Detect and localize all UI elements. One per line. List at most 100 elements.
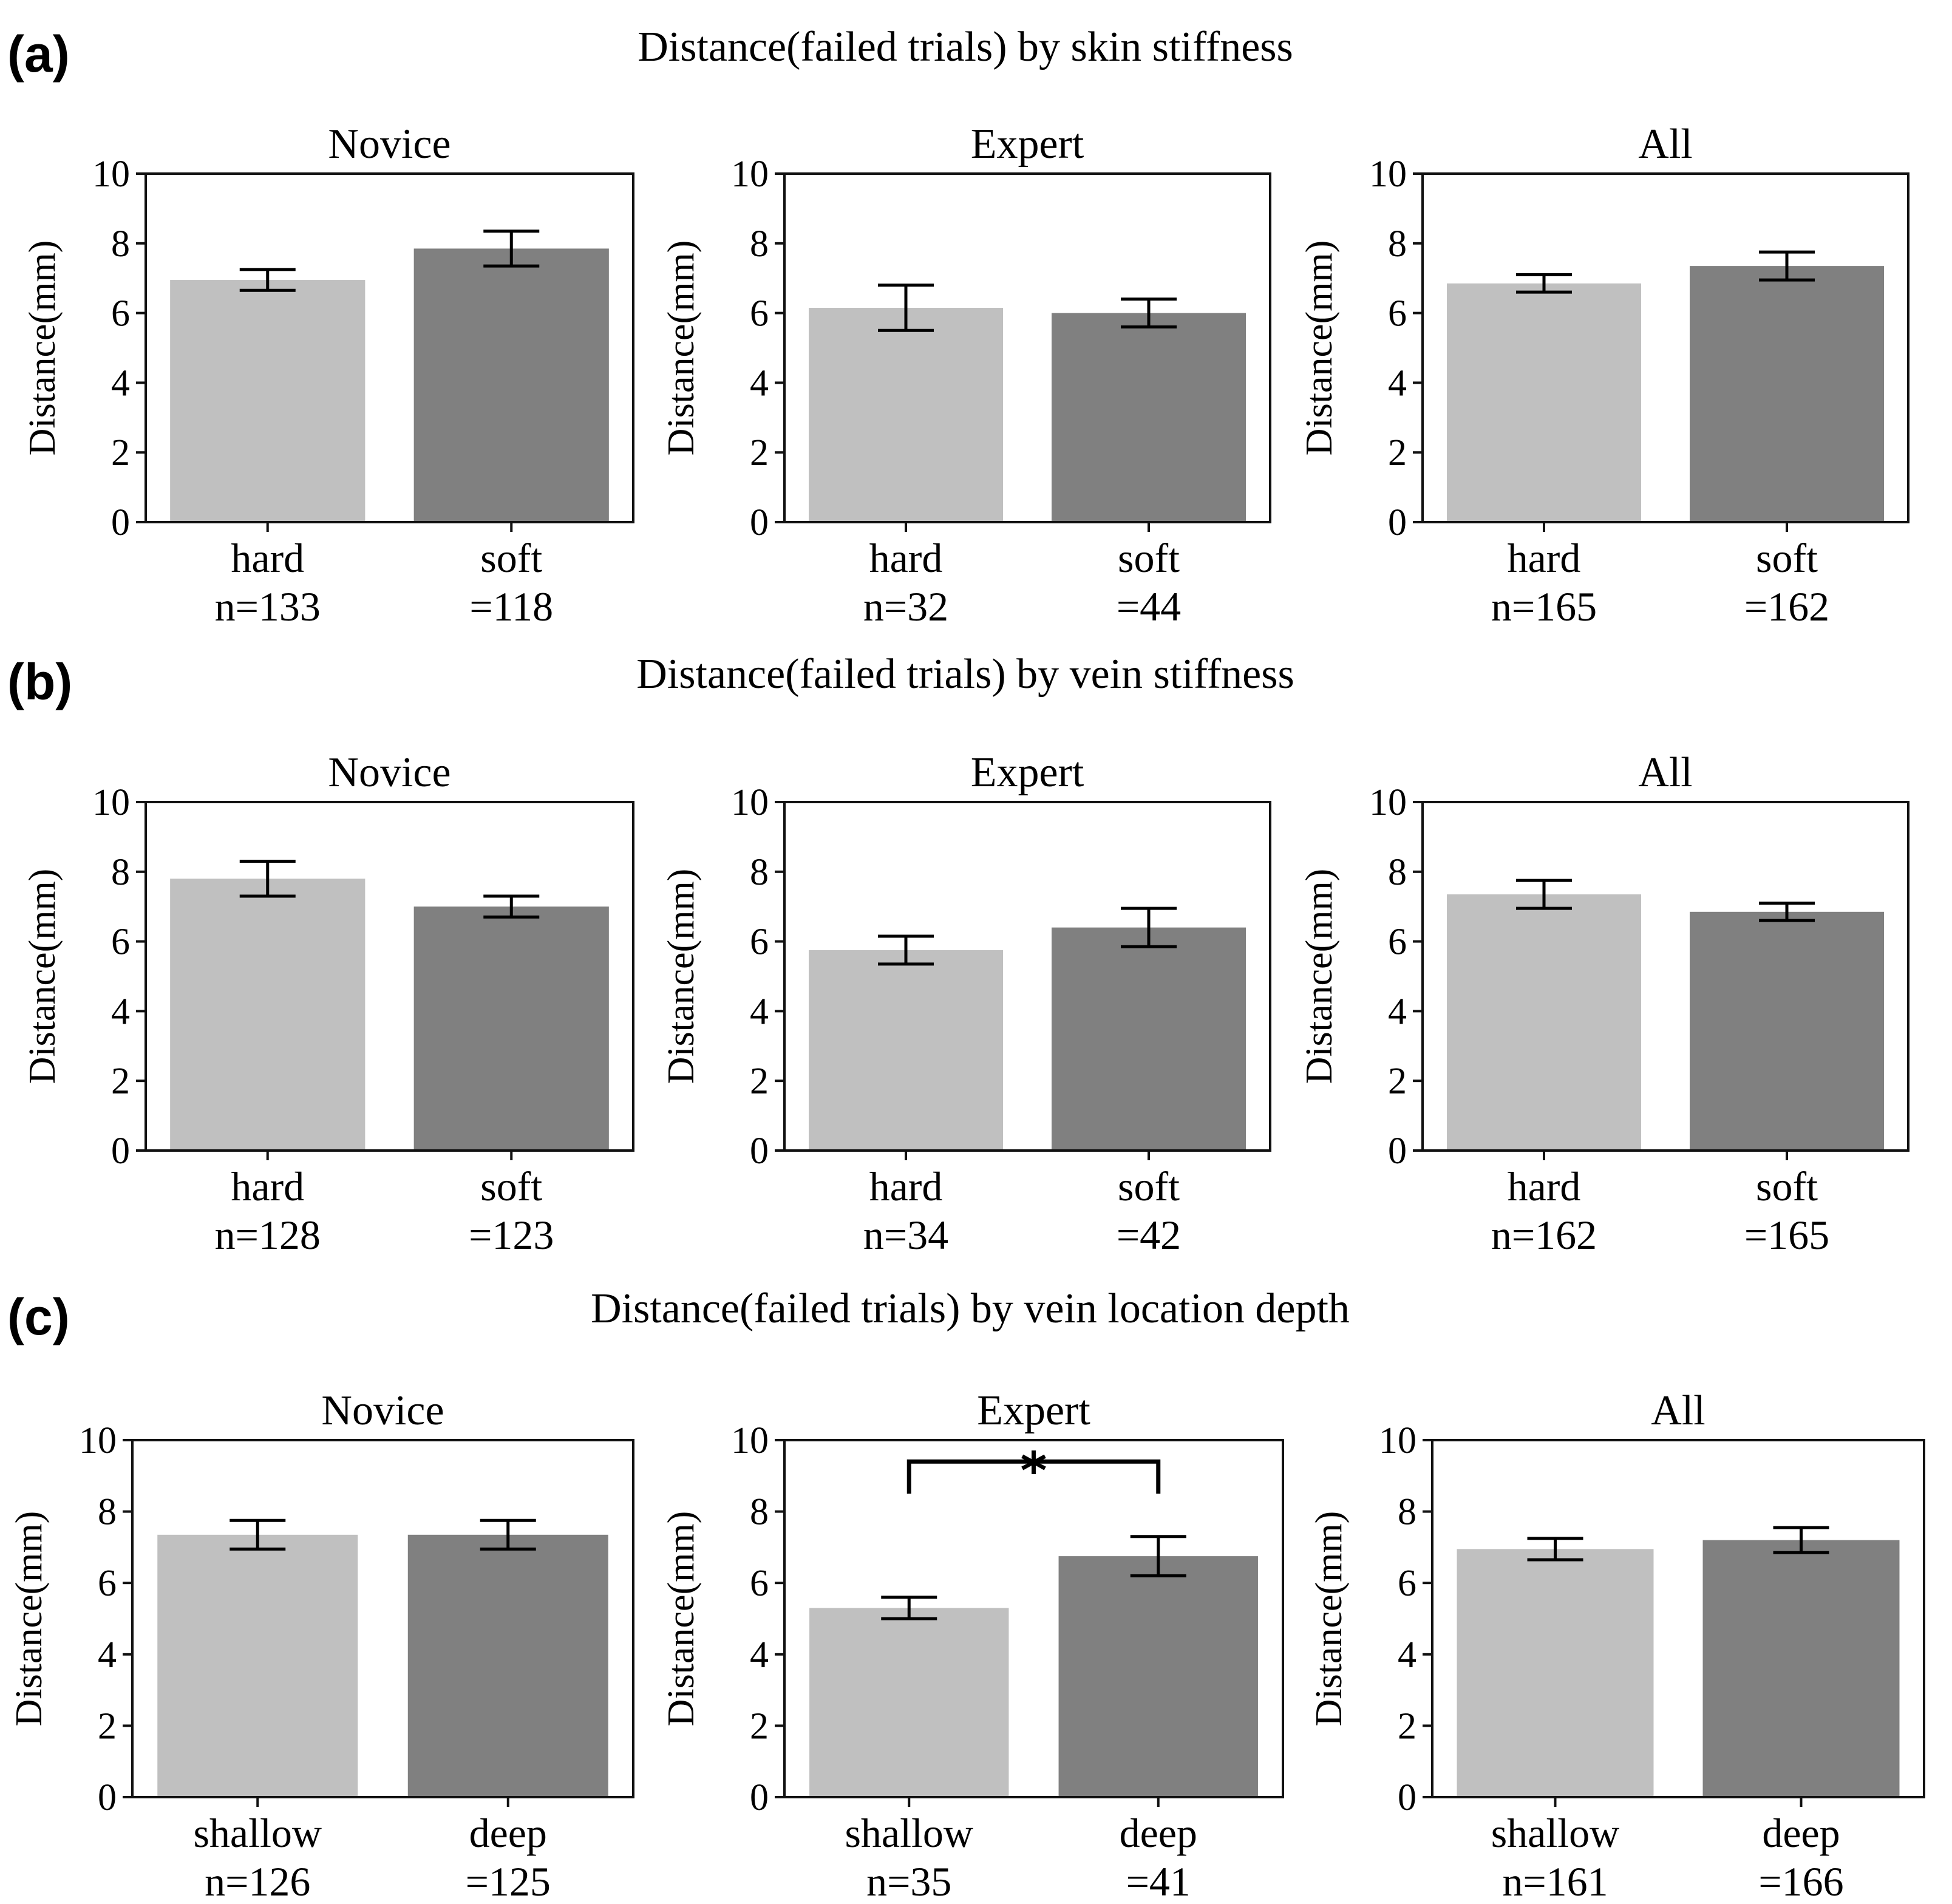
charts-layer: Novicehardn=133soft=1180246810Distance(m…: [9, 121, 1925, 1904]
y-tick-label-b-novice-2: 2: [111, 1061, 130, 1102]
row-b: (b) Distance(failed trials) by vein stif…: [7, 651, 1294, 710]
y-tick-label-b-novice-8: 8: [111, 852, 130, 893]
n-label-c-expert-deep: =41: [1126, 1858, 1191, 1904]
y-tick-label-c-novice-10: 10: [79, 1420, 117, 1461]
y-tick-label-b-expert-4: 4: [750, 991, 769, 1032]
n-label-c-all-shallow: n=161: [1502, 1858, 1608, 1904]
category-label-b-novice-soft: soft: [480, 1163, 542, 1209]
y-tick-label-b-all-8: 8: [1388, 852, 1407, 893]
category-label-c-all-deep: deep: [1762, 1810, 1840, 1856]
y-tick-label-a-all-2: 2: [1388, 432, 1407, 474]
y-tick-label-a-expert-6: 6: [750, 293, 769, 335]
y-tick-label-a-novice-6: 6: [111, 293, 130, 335]
panel-label-a: (a): [7, 25, 70, 83]
y-tick-label-b-all-6: 6: [1388, 922, 1407, 963]
category-label-b-all-hard: hard: [1508, 1163, 1581, 1209]
y-axis-label-c-novice: Distance(mm): [9, 1511, 50, 1727]
y-tick-label-c-expert-10: 10: [731, 1420, 769, 1461]
category-label-a-expert-hard: hard: [869, 535, 943, 581]
y-tick-label-a-all-4: 4: [1388, 362, 1407, 404]
y-tick-label-c-expert-0: 0: [750, 1777, 769, 1818]
significance-star-c-expert: *: [1021, 1441, 1047, 1500]
n-label-c-expert-shallow: n=35: [866, 1858, 951, 1904]
chart-title-b-novice: Novice: [328, 749, 451, 796]
y-tick-label-b-all-10: 10: [1369, 782, 1407, 823]
chart-title-a-all: All: [1638, 121, 1692, 168]
plot-frame-c-novice: [131, 1439, 634, 1798]
y-tick-label-c-all-0: 0: [1398, 1777, 1416, 1818]
y-tick-label-a-novice-0: 0: [111, 502, 130, 543]
y-tick-label-a-expert-8: 8: [750, 223, 769, 265]
y-tick-label-b-expert-2: 2: [750, 1061, 769, 1102]
category-label-c-expert-shallow: shallow: [845, 1810, 973, 1856]
category-label-a-all-soft: soft: [1756, 535, 1818, 581]
y-tick-label-c-all-8: 8: [1398, 1492, 1416, 1533]
category-label-c-all-shallow: shallow: [1491, 1810, 1620, 1856]
y-axis-label-a-expert: Distance(mm): [661, 240, 702, 456]
y-tick-label-b-novice-0: 0: [111, 1130, 130, 1172]
bar-a-expert-soft: [1052, 313, 1246, 522]
plot-frame-a-novice: [145, 172, 634, 523]
n-label-b-novice-hard: n=128: [215, 1212, 321, 1258]
bar-c-expert-deep: [1058, 1556, 1258, 1797]
bar-b-all-soft: [1690, 911, 1884, 1151]
y-tick-label-b-expert-6: 6: [750, 922, 769, 963]
y-tick-label-a-all-0: 0: [1388, 502, 1407, 543]
bar-a-all-soft: [1690, 266, 1884, 522]
chart-title-b-expert: Expert: [971, 749, 1084, 796]
n-label-a-all-hard: n=165: [1491, 583, 1597, 630]
bar-c-novice-deep: [407, 1534, 608, 1797]
chart-title-a-expert: Expert: [971, 121, 1084, 168]
y-tick-label-a-expert-2: 2: [750, 432, 769, 474]
row-title-c: Distance(failed trials) by vein location…: [591, 1285, 1350, 1332]
y-tick-label-c-all-2: 2: [1398, 1705, 1416, 1747]
y-axis-label-b-expert: Distance(mm): [661, 869, 702, 1084]
n-label-c-novice-deep: =125: [466, 1858, 551, 1904]
y-tick-label-b-all-2: 2: [1388, 1061, 1407, 1102]
n-label-b-all-hard: n=162: [1491, 1212, 1597, 1258]
y-tick-label-c-all-10: 10: [1379, 1420, 1416, 1461]
y-axis-label-c-expert: Distance(mm): [661, 1511, 702, 1727]
chart-title-c-novice: Novice: [321, 1387, 444, 1434]
y-tick-label-c-novice-8: 8: [98, 1492, 117, 1533]
y-axis-label-c-all: Distance(mm): [1308, 1511, 1350, 1727]
y-tick-label-b-expert-10: 10: [731, 782, 769, 823]
row-title-b: Distance(failed trials) by vein stiffnes…: [636, 651, 1294, 698]
bar-a-novice-hard: [170, 280, 366, 522]
n-label-c-novice-shallow: n=126: [205, 1858, 310, 1904]
bar-b-novice-soft: [413, 906, 609, 1151]
category-label-c-expert-deep: deep: [1120, 1810, 1197, 1856]
category-label-b-expert-hard: hard: [869, 1163, 943, 1209]
y-tick-label-a-all-10: 10: [1369, 154, 1407, 195]
bar-a-novice-soft: [413, 248, 609, 522]
category-label-c-novice-deep: deep: [469, 1810, 547, 1856]
n-label-b-expert-soft: =42: [1117, 1212, 1181, 1258]
y-axis-label-a-all: Distance(mm): [1299, 240, 1340, 456]
plot-frame-b-expert: [783, 801, 1271, 1152]
y-tick-label-c-novice-2: 2: [98, 1705, 117, 1747]
plot-frame-b-all: [1421, 801, 1909, 1152]
category-label-a-all-hard: hard: [1508, 535, 1581, 581]
significance-bracket-c-expert: [906, 1459, 1161, 1494]
y-tick-label-a-novice-10: 10: [92, 154, 130, 195]
bar-b-novice-hard: [170, 879, 366, 1151]
bar-c-expert-shallow: [809, 1608, 1009, 1797]
y-axis-label-b-all: Distance(mm): [1299, 869, 1340, 1084]
row-title-a: Distance(failed trials) by skin stiffnes…: [638, 24, 1293, 70]
y-tick-label-c-novice-0: 0: [98, 1777, 117, 1818]
y-axis-label-a-novice: Distance(mm): [22, 240, 63, 456]
y-axis-label-b-novice: Distance(mm): [22, 869, 63, 1084]
y-tick-label-b-expert-0: 0: [750, 1130, 769, 1172]
bar-c-all-deep: [1702, 1540, 1900, 1797]
y-tick-label-b-expert-8: 8: [750, 852, 769, 893]
row-a: (a) Distance(failed trials) by skin stif…: [7, 24, 1293, 83]
panel-label-c: (c): [7, 1288, 70, 1345]
y-tick-label-c-expert-4: 4: [750, 1634, 769, 1676]
n-label-b-novice-soft: =123: [469, 1212, 554, 1258]
